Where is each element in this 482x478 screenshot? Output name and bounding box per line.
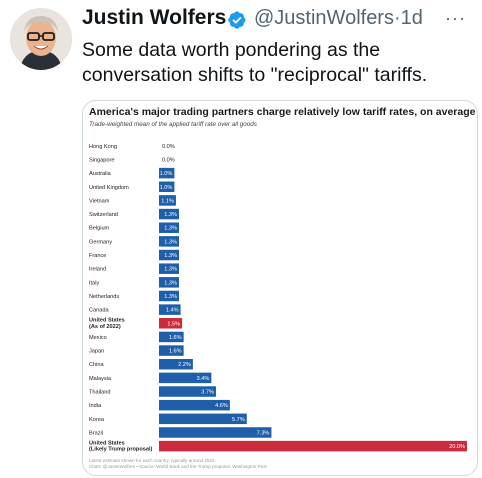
chart-source: Chart: @JustinWolfers • Source: World Ba…	[89, 464, 267, 469]
bar	[159, 181, 175, 193]
value-label: 1.6%	[169, 335, 182, 341]
value-label: 4.6%	[215, 403, 228, 409]
value-label: 1.3%	[164, 239, 177, 245]
category-label: Vietnam	[89, 198, 110, 204]
category-label: Netherlands	[89, 294, 119, 300]
category-label: United States (As of 2022)	[89, 318, 125, 330]
bar	[159, 427, 272, 438]
bar	[159, 386, 216, 397]
category-label: Hong Kong	[89, 144, 117, 150]
category-label: Korea	[89, 417, 105, 423]
value-label: 3.7%	[201, 390, 214, 396]
more-options-icon[interactable]: ···	[445, 8, 466, 28]
category-label: United Kingdom	[89, 185, 129, 191]
value-label: 1.5%	[167, 321, 180, 327]
value-label: 0.0%	[162, 157, 175, 163]
value-label: 5.7%	[232, 417, 245, 423]
author-handle[interactable]: @JustinWolfers·1d	[254, 7, 423, 30]
bar	[159, 195, 176, 206]
avatar[interactable]	[10, 8, 72, 70]
bar	[159, 236, 180, 247]
value-label: 1.1%	[161, 198, 174, 204]
bar	[159, 399, 230, 411]
handle-text: @JustinWolfers	[254, 7, 394, 29]
bar	[159, 358, 193, 370]
category-label: Malaysia	[89, 376, 112, 382]
bar	[159, 277, 180, 288]
category-label: Ireland	[89, 267, 106, 273]
tweet-header: Justin Wolfers @JustinWolfers·1d ···	[82, 6, 474, 36]
category-label: Italy	[89, 280, 99, 286]
category-label: Switzerland	[89, 212, 118, 218]
category-label: Belgium	[89, 226, 110, 232]
value-label: 1.3%	[164, 212, 177, 218]
author-name[interactable]: Justin Wolfers	[82, 6, 227, 29]
category-label: Australia	[89, 171, 112, 177]
tweet-text: Some data worth pondering as the convers…	[82, 39, 428, 86]
value-label: 1.3%	[164, 294, 177, 300]
bar	[159, 208, 180, 220]
category-label: Germany	[89, 239, 112, 245]
category-label: Canada	[89, 308, 109, 314]
value-label: 1.3%	[164, 253, 177, 259]
bar	[159, 222, 180, 233]
category-label: Singapore	[89, 157, 115, 163]
timestamp[interactable]: 1d	[400, 7, 423, 29]
bar	[159, 345, 184, 356]
chart-image-card[interactable]: America's major trading partners charge …	[82, 100, 478, 476]
value-label: 1.0%	[160, 171, 173, 177]
value-label: 1.0%	[160, 185, 173, 191]
separator-dot: ·	[393, 7, 401, 29]
category-label: Thailand	[89, 390, 110, 396]
bar	[159, 249, 180, 261]
value-label: 20.0%	[449, 444, 465, 450]
category-label: Brazil	[89, 430, 103, 436]
chart-footnote: Latest estimate shown for each country, …	[89, 458, 216, 463]
bar	[159, 440, 467, 452]
value-label: 1.4%	[166, 308, 179, 314]
category-label: India	[89, 403, 102, 409]
verified-badge-icon	[228, 11, 246, 29]
chart-title: America's major trading partners charge …	[89, 106, 476, 118]
bar	[159, 290, 180, 302]
avatar-portrait	[10, 8, 72, 70]
bar	[159, 413, 247, 425]
bar	[159, 167, 175, 179]
value-label: 1.3%	[164, 226, 177, 232]
bar	[159, 263, 180, 274]
bar	[159, 331, 184, 343]
category-label: China	[89, 362, 105, 368]
bar	[159, 372, 212, 384]
bar	[159, 304, 181, 315]
category-label: Japan	[89, 349, 104, 355]
value-label: 3.4%	[197, 376, 210, 382]
value-label: 1.3%	[164, 267, 177, 273]
value-label: 0.0%	[162, 144, 175, 150]
category-label: Mexico	[89, 335, 107, 341]
category-label: France	[89, 253, 106, 259]
value-label: 1.6%	[169, 349, 182, 355]
category-label: United States (Likely Trump proposal)	[89, 441, 153, 453]
value-label: 7.3%	[257, 430, 270, 436]
value-label: 2.2%	[178, 362, 191, 368]
bar	[159, 318, 183, 329]
chart-subtitle: Trade-weighted mean of the applied tarif…	[89, 121, 257, 128]
bar-chart: Hong Kong 0.0% Singapore 0.0% Australia 1.0% U…	[89, 144, 467, 453]
value-label: 1.3%	[164, 280, 177, 286]
